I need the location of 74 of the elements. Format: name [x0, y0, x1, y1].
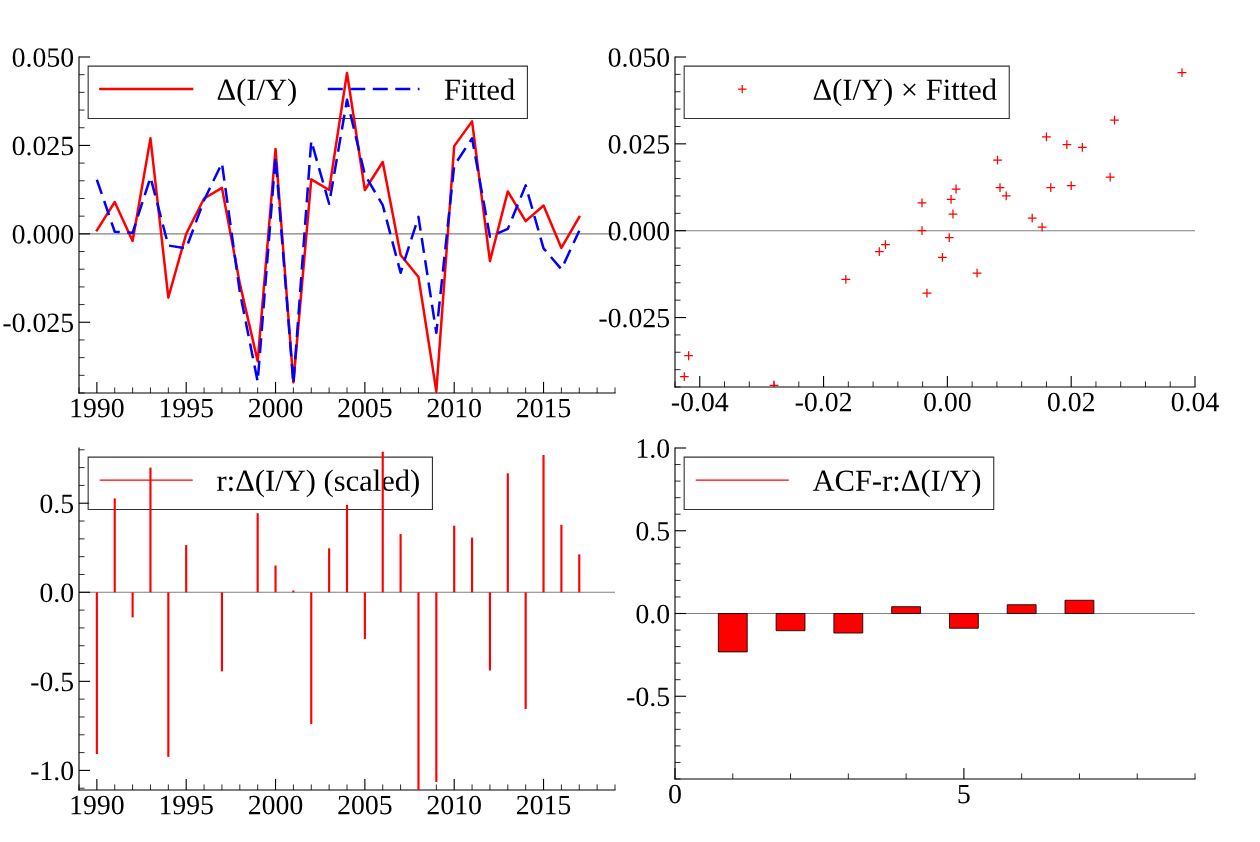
point [1041, 131, 1052, 142]
bar [578, 554, 581, 593]
x-tick-label: 1995 [160, 795, 213, 815]
bar [524, 592, 527, 709]
point [1176, 67, 1188, 78]
bar [185, 545, 188, 593]
y-tick-label: -0.5 [627, 687, 670, 707]
x-tick-label: -0.04 [671, 392, 729, 412]
point [972, 268, 983, 279]
bar [274, 565, 277, 593]
x-tick-label: 2010 [427, 398, 481, 418]
legend-label: ACF-r:Δ(I/Y) [812, 469, 981, 498]
bar [328, 548, 331, 593]
x-tick-label: 2015 [516, 398, 571, 418]
y-tick-label: 0.050 [608, 48, 670, 68]
y-tick-label: -0.025 [3, 313, 74, 333]
point [947, 208, 958, 220]
x-tick-label: 2010 [427, 795, 481, 815]
legend-label: Δ(I/Y) [217, 78, 296, 107]
y-tick-label: 0.0 [40, 583, 74, 603]
point [1037, 222, 1048, 233]
y-tick-label: -0.025 [599, 308, 670, 328]
point [1001, 190, 1012, 201]
bar [399, 534, 402, 593]
x-tick-label: 5 [958, 784, 970, 804]
bar [506, 473, 509, 593]
x-tick-label: 0.00 [924, 392, 971, 412]
x-tick-label: 2000 [248, 398, 303, 418]
x-tick-label: 1990 [71, 398, 124, 418]
x-tick-label: 2015 [516, 795, 571, 815]
point [951, 183, 962, 195]
y-tick-label: 1.0 [637, 439, 670, 459]
bar [435, 592, 438, 782]
bar [560, 524, 563, 593]
y-tick-label: -1.0 [31, 761, 74, 781]
y-tick-label: 0.5 [40, 494, 74, 514]
y-tick-label: 0.0 [636, 604, 670, 624]
x-tick-label: 1995 [160, 398, 213, 418]
bar [417, 592, 420, 790]
point [916, 197, 928, 208]
y-tick-label: 0.000 [608, 221, 670, 241]
y-tick-label: 0.000 [12, 225, 74, 244]
point [946, 194, 957, 205]
x-tick-label: 0 [669, 784, 681, 804]
y-tick-label: 0.025 [12, 136, 74, 156]
bar [470, 537, 474, 593]
x-tick-label: 1990 [71, 795, 124, 815]
bar [167, 592, 170, 757]
point [921, 288, 932, 299]
bar [453, 525, 456, 593]
bar [542, 454, 545, 593]
y-tick-label: 0.050 [12, 48, 74, 68]
bar [256, 513, 259, 593]
x-tick-label: 2000 [248, 795, 303, 815]
bar [95, 592, 98, 755]
legend-label: Fitted [444, 78, 515, 101]
y-tick-label: 0.025 [608, 135, 670, 154]
x-tick-label: 0.04 [1171, 392, 1219, 412]
legend-label: Δ(I/Y) × Fitted [813, 78, 997, 107]
x-tick-label: 0.02 [1047, 392, 1094, 412]
bar [488, 592, 492, 671]
bar [220, 592, 224, 672]
y-tick-label: -0.5 [31, 672, 74, 692]
bar [113, 498, 116, 593]
point [916, 225, 928, 236]
bar [345, 504, 349, 593]
bar [310, 592, 313, 725]
bar [363, 592, 366, 639]
x-tick-label: 2005 [338, 795, 392, 815]
x-tick-label: -0.02 [795, 392, 851, 412]
point [994, 182, 1006, 193]
x-tick-label: 2005 [338, 398, 392, 418]
bar [131, 592, 134, 618]
y-tick-label: 0.5 [636, 521, 670, 541]
